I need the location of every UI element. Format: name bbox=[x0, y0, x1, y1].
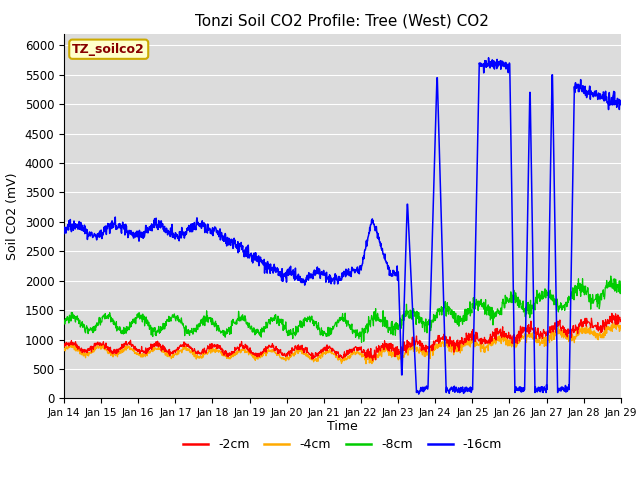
Legend: -2cm, -4cm, -8cm, -16cm: -2cm, -4cm, -8cm, -16cm bbox=[178, 433, 507, 456]
Title: Tonzi Soil CO2 Profile: Tree (West) CO2: Tonzi Soil CO2 Profile: Tree (West) CO2 bbox=[195, 13, 490, 28]
Y-axis label: Soil CO2 (mV): Soil CO2 (mV) bbox=[6, 172, 19, 260]
X-axis label: Time: Time bbox=[327, 420, 358, 432]
Text: TZ_soilco2: TZ_soilco2 bbox=[72, 43, 145, 56]
